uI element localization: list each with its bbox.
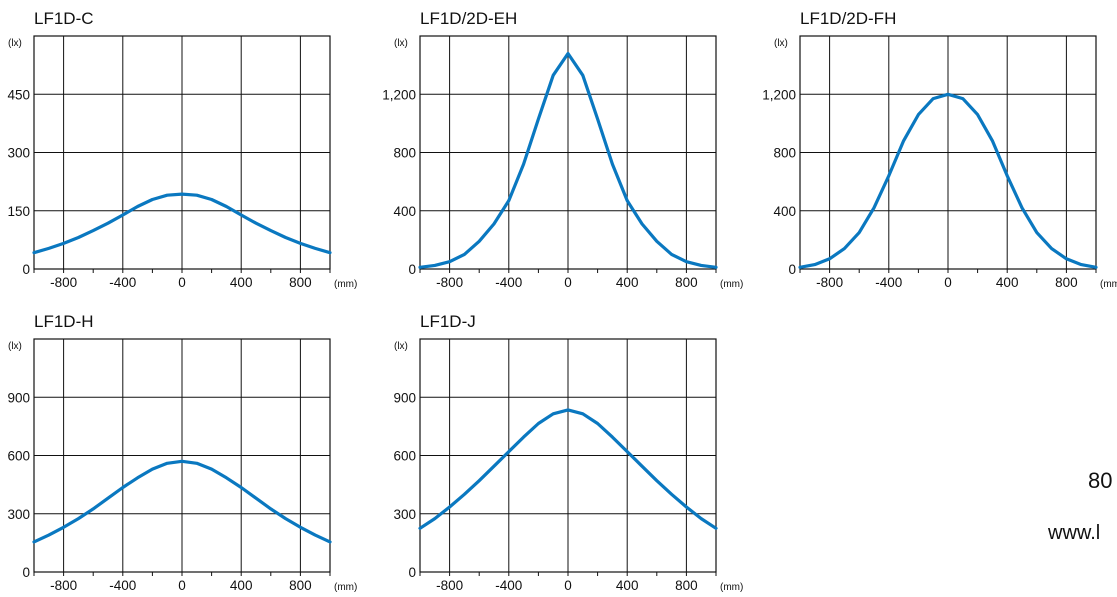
illuminance-curve [798, 92, 1098, 269]
x-axis-unit: (mm) [720, 582, 743, 593]
x-axis-unit: (mm) [334, 582, 357, 593]
chart-panel-3: LF1D/2D-FH (lx) (mm) 0 400 800 1,200 -800 -400 0 4… [762, 9, 1117, 290]
x-tick-label: 0 [564, 578, 572, 593]
x-tick-label: 400 [616, 578, 639, 593]
y-tick-label: 0 [408, 565, 416, 580]
chart-title: LF1D-J [420, 312, 476, 331]
x-tick-label: 800 [289, 578, 312, 593]
y-tick-label: 600 [7, 449, 30, 464]
x-tick-label: -800 [436, 578, 463, 593]
side-page-number: 80 [1088, 468, 1113, 493]
x-tick-label: 400 [230, 275, 253, 290]
x-tick-label: -800 [50, 275, 77, 290]
x-tick-label: 400 [230, 578, 253, 593]
x-tick-label: 0 [944, 275, 952, 290]
illuminance-curve [418, 408, 718, 530]
x-tick-label: 800 [675, 275, 698, 290]
x-axis-unit: (mm) [720, 279, 743, 290]
y-axis-unit: (lx) [8, 38, 22, 49]
chart-panel-1: LF1D-C (lx) (mm) 0 150 300 450 -800 -400 0 400 800 [7, 9, 357, 290]
x-axis-unit: (mm) [334, 279, 357, 290]
y-tick-label: 600 [393, 449, 416, 464]
x-tick-label: -400 [495, 578, 522, 593]
x-tick-label: 0 [564, 275, 572, 290]
x-tick-label: 400 [996, 275, 1019, 290]
y-tick-label: 0 [22, 565, 30, 580]
y-tick-label: 300 [393, 507, 416, 522]
x-tick-label: -400 [495, 275, 522, 290]
side-url-fragment: www.l [1048, 522, 1101, 544]
y-tick-label: 1,200 [382, 87, 416, 102]
x-tick-label: 800 [675, 578, 698, 593]
y-tick-label: 150 [7, 204, 30, 219]
y-tick-label: 400 [773, 204, 796, 219]
x-tick-label: 800 [1055, 275, 1078, 290]
x-tick-label: 800 [289, 275, 312, 290]
y-axis-unit: (lx) [774, 38, 788, 49]
chart-title: LF1D/2D-EH [420, 9, 517, 28]
y-tick-label: 800 [393, 146, 416, 161]
x-tick-label: 0 [178, 578, 186, 593]
y-tick-label: 900 [7, 390, 30, 405]
y-tick-label: 300 [7, 146, 30, 161]
x-tick-label: -800 [816, 275, 843, 290]
x-axis-unit: (mm) [1100, 279, 1117, 290]
y-tick-label: 450 [7, 87, 30, 102]
y-tick-label: 1,200 [762, 87, 796, 102]
x-tick-label: -800 [50, 578, 77, 593]
y-tick-label: 0 [788, 262, 796, 277]
chart-title: LF1D-H [34, 312, 94, 331]
illuminance-curve [32, 192, 332, 255]
x-tick-label: 400 [616, 275, 639, 290]
x-tick-label: -400 [109, 275, 136, 290]
x-tick-label: 0 [178, 275, 186, 290]
y-axis-unit: (lx) [394, 38, 408, 49]
chart-panel-2: LF1D/2D-EH (lx) (mm) 0 400 800 1,200 -800 -400 0 4… [382, 9, 743, 290]
illuminance-curve [418, 51, 718, 269]
y-tick-label: 400 [393, 204, 416, 219]
y-tick-label: 0 [22, 262, 30, 277]
y-tick-label: 800 [773, 146, 796, 161]
x-tick-label: -400 [109, 578, 136, 593]
chart-panel-5: LF1D-J (lx) (mm) 0 300 600 900 -800 -400 0 400 800 [393, 312, 743, 593]
chart-title: LF1D/2D-FH [800, 9, 896, 28]
x-tick-label: -400 [875, 275, 902, 290]
x-tick-label: -800 [436, 275, 463, 290]
y-tick-label: 900 [393, 390, 416, 405]
y-tick-label: 300 [7, 507, 30, 522]
chart-title: LF1D-C [34, 9, 94, 28]
chart-panel-4: LF1D-H (lx) (mm) 0 300 600 900 -800 -400 0 400 800 [7, 312, 357, 593]
y-axis-unit: (lx) [394, 341, 408, 352]
illuminance-curve [32, 459, 332, 544]
y-axis-unit: (lx) [8, 341, 22, 352]
y-tick-label: 0 [408, 262, 416, 277]
